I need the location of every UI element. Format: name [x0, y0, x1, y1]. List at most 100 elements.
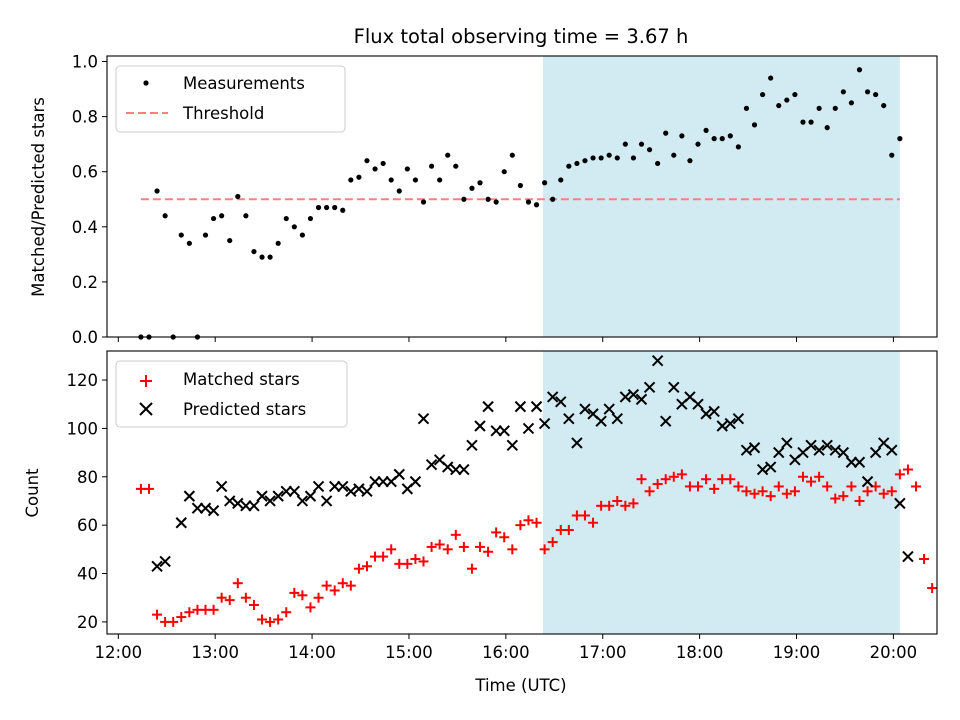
matched-star-point — [539, 544, 550, 555]
predicted-star-point — [886, 444, 898, 456]
measurement-point — [638, 141, 645, 147]
predicted-star-point — [345, 485, 357, 497]
measurement-point — [663, 130, 669, 136]
matched-star-point — [240, 592, 251, 603]
predicted-star-point — [635, 393, 648, 406]
measurement-point — [477, 180, 483, 186]
measurement-point — [614, 155, 620, 161]
measurement-point — [582, 158, 588, 164]
predicted-star-point — [522, 422, 535, 435]
bottom-y-tick-label: 40 — [77, 565, 98, 584]
measurement-point — [671, 152, 677, 158]
matched-star-point — [345, 580, 356, 591]
measurement-point — [469, 185, 475, 191]
x-tick-label: 17:00 — [579, 643, 627, 662]
measurement-point — [630, 155, 637, 161]
predicted-star-point — [393, 468, 405, 481]
measurement-point — [501, 169, 507, 175]
matched-star-point — [361, 561, 372, 572]
x-tick-label: 16:00 — [482, 643, 530, 662]
top-shaded-region — [542, 56, 900, 337]
predicted-star-point — [409, 475, 422, 488]
legend-predicted-marker — [139, 402, 153, 416]
measurement-point — [283, 215, 289, 222]
matched-star-point — [693, 481, 704, 492]
matched-star-point — [216, 592, 227, 603]
measurement-point — [259, 254, 265, 260]
measurement-point — [324, 204, 330, 211]
predicted-star-point — [482, 400, 494, 413]
measurement-point — [800, 119, 806, 125]
top-legend: Measurements Threshold — [115, 65, 346, 133]
predicted-star-point — [474, 420, 486, 432]
measurement-point — [437, 177, 443, 183]
measurement-point — [525, 199, 532, 205]
measurement-point — [154, 188, 160, 194]
matched-star-point — [628, 498, 639, 509]
predicted-star-point — [748, 442, 761, 454]
bottom-y-ticks: 20 40 60 80 100 120 — [67, 371, 107, 632]
matched-star-point — [733, 481, 744, 492]
measurement-point — [372, 166, 378, 172]
matched-star-point — [152, 609, 163, 620]
predicted-star-point — [256, 490, 268, 502]
matched-star-point — [515, 520, 526, 531]
matched-star-point — [458, 541, 469, 552]
measurement-point — [751, 122, 758, 128]
predicted-star-point — [579, 403, 591, 415]
measurement-point — [606, 152, 612, 158]
bottom-legend-box — [115, 360, 348, 428]
bottom-data-layer — [135, 354, 938, 627]
predicted-star-point — [224, 495, 236, 507]
predicted-star-point — [781, 437, 793, 449]
predicted-star-point — [215, 480, 228, 493]
predicted-star-point — [902, 550, 914, 563]
predicted-star-point — [546, 391, 559, 403]
matched-star-point — [313, 592, 324, 603]
predicted-star-point — [894, 497, 906, 510]
bottom-y-tick-label: 60 — [77, 516, 98, 535]
top-axes-frame — [106, 55, 938, 338]
predicted-star-point — [442, 461, 454, 473]
x-tick-label: 14:00 — [288, 643, 336, 662]
measurement-point — [727, 133, 733, 139]
legend-threshold-label: Threshold — [182, 104, 264, 123]
predicted-star-point — [514, 400, 527, 413]
measurement-point — [590, 155, 596, 161]
matched-star-point — [919, 554, 930, 565]
matched-star-point — [418, 556, 429, 567]
predicted-star-point — [312, 480, 325, 493]
matched-star-point — [297, 590, 308, 601]
measurement-point — [768, 75, 774, 81]
matched-star-point — [781, 488, 792, 499]
predicted-star-point — [571, 437, 583, 449]
measurement-point — [622, 141, 628, 147]
measurement-point — [824, 125, 830, 131]
matched-star-point — [612, 495, 623, 506]
predicted-star-point — [853, 456, 866, 468]
measurement-point — [493, 199, 499, 205]
measurement-point — [864, 89, 871, 95]
predicted-star-point — [595, 415, 607, 427]
matched-star-point — [547, 537, 558, 548]
predicted-star-point — [756, 463, 769, 476]
bottom-y-tick-label: 100 — [67, 419, 99, 438]
matched-star-point — [927, 583, 938, 594]
bottom-axes-frame — [106, 350, 938, 635]
measurement-point — [711, 136, 717, 142]
measurement-point — [848, 100, 855, 106]
matched-star-point — [208, 604, 219, 615]
x-tick-label: 18:00 — [676, 643, 724, 662]
measurement-point — [743, 105, 750, 111]
chart-title: Flux total observing time = 3.67 h — [354, 25, 689, 48]
predicted-star-point — [829, 444, 841, 456]
measurement-point — [646, 147, 653, 153]
measurement-point — [219, 213, 225, 219]
legend-measurements-label: Measurements — [183, 74, 305, 93]
x-tick-label: 15:00 — [385, 643, 433, 662]
predicted-star-point — [668, 381, 680, 393]
predicted-star-point — [466, 439, 478, 452]
matched-star-point — [176, 612, 187, 623]
predicted-star-point — [353, 483, 365, 495]
x-axis-label: Time (UTC) — [474, 676, 566, 695]
